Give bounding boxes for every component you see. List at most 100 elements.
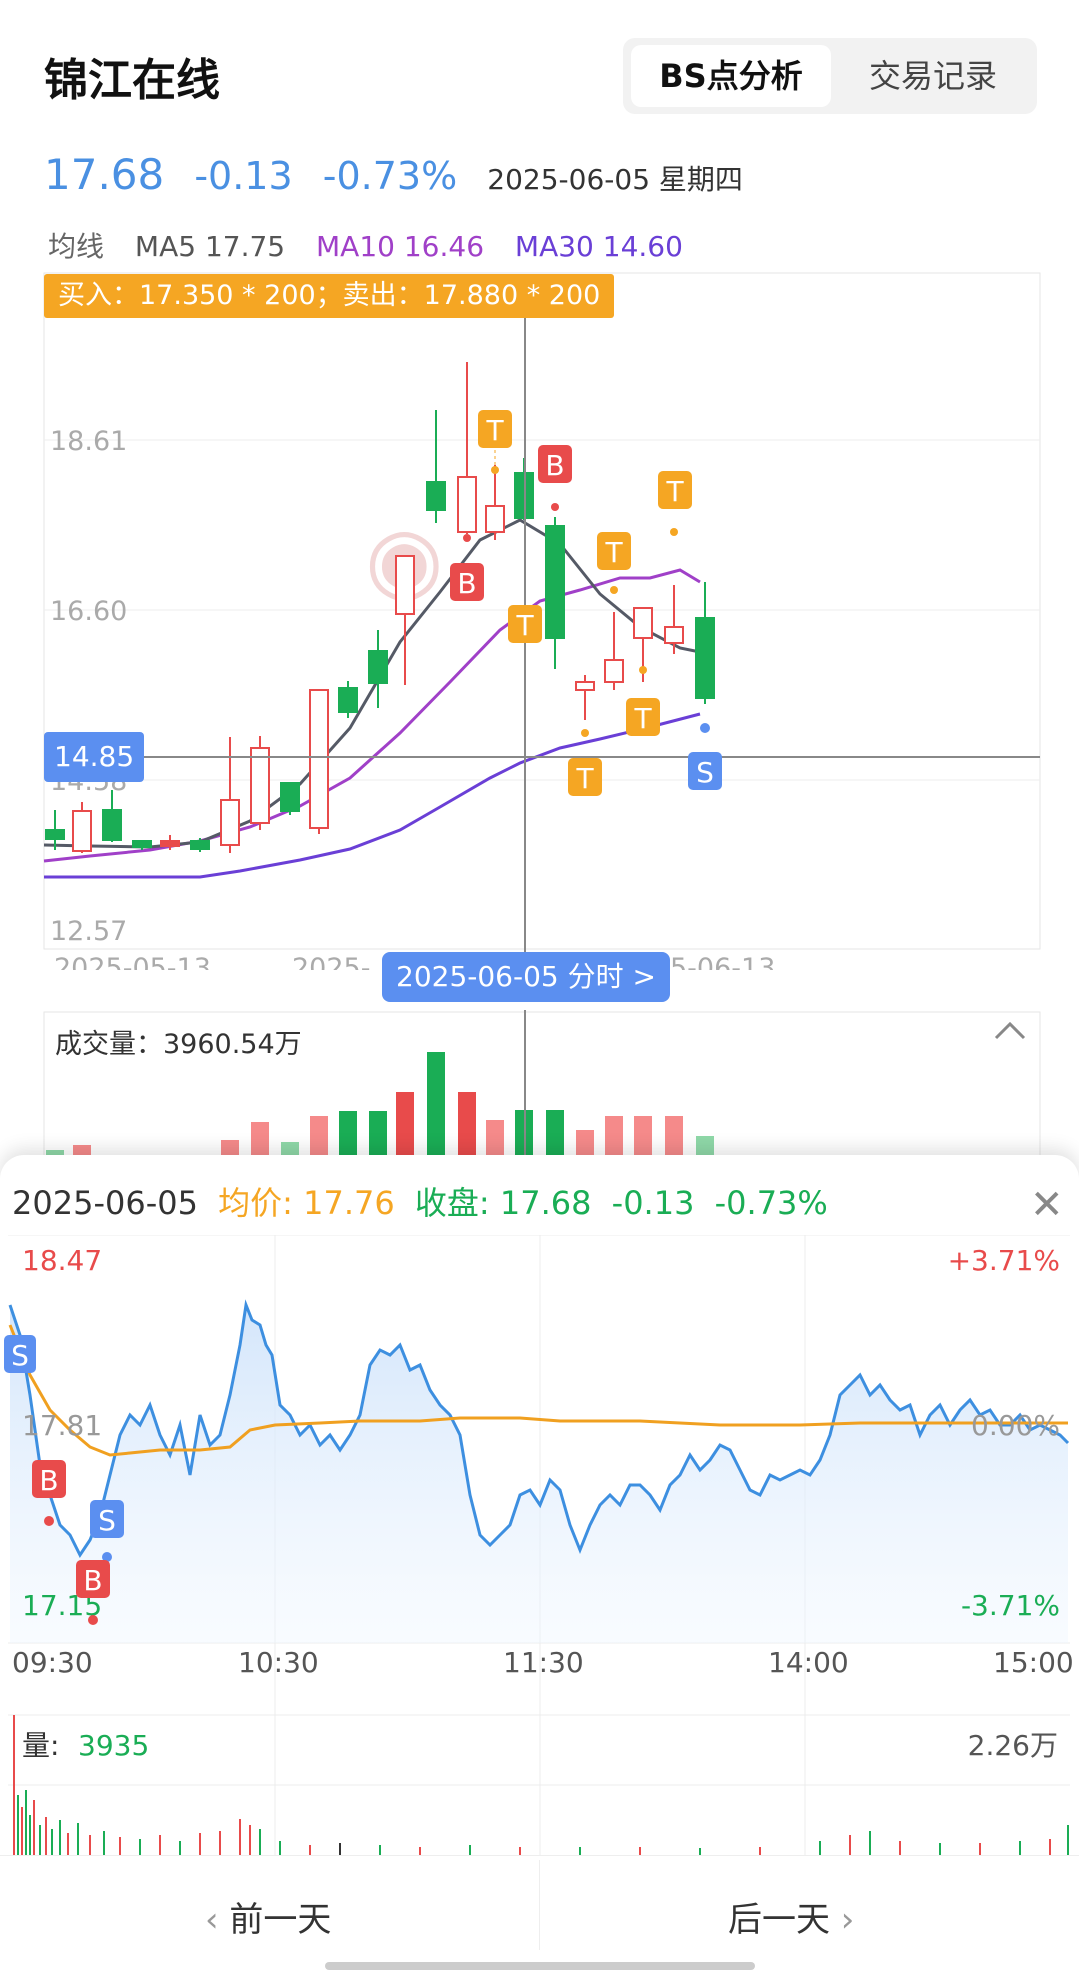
candle [45, 810, 65, 850]
x-tick-0930: 09:30 [12, 1646, 93, 1679]
y-tick-2: 16.60 [50, 596, 127, 627]
marker-label: T [604, 536, 623, 569]
avg-price-value: 17.76 [303, 1184, 395, 1222]
price-line [8, 1299, 1070, 1558]
volume-bar [605, 1116, 623, 1160]
ma-legend: 均线 MA5 17.75 MA10 16.46 MA30 14.60 [48, 225, 705, 265]
marker-t: T [478, 410, 512, 474]
volume-bars [46, 1052, 714, 1160]
page-title: 锦江在线 [44, 55, 220, 106]
marker-t: T [568, 729, 602, 796]
intraday-header: 2025-06-05 均价: 17.76 收盘: 17.68 -0.13 -0.… [12, 1178, 838, 1224]
intraday-y-axis: 18.47 17.81 17.15 +3.71% 0.00% -3.71% [22, 1244, 1060, 1622]
marker-b: B [538, 445, 572, 511]
x-tick-1130: 11:30 [503, 1646, 584, 1679]
nav-divider [0, 1855, 1079, 1856]
volume-bar [396, 1092, 414, 1160]
y-left-1: 18.47 [22, 1244, 102, 1277]
candle [395, 555, 415, 685]
volume-bar [427, 1052, 445, 1160]
volume-chart [43, 1010, 1041, 1160]
intraday-vol-max: 2.26万 [968, 1729, 1058, 1762]
avg-price-line [8, 1324, 1068, 1457]
price-area [10, 1305, 1068, 1643]
marker-label: T [633, 702, 652, 735]
ma-label: 均线 [48, 230, 105, 263]
candle [220, 737, 240, 853]
marker-label: B [457, 567, 476, 600]
chevron-up-icon[interactable] [994, 1021, 1026, 1040]
current-price: 17.68 [44, 150, 165, 199]
marker-label: B [39, 1464, 58, 1497]
x-tick-1030: 10:30 [238, 1646, 319, 1679]
price-change: -0.13 [194, 154, 293, 198]
candle [695, 582, 715, 704]
y-tick-4: 12.57 [50, 916, 127, 947]
ma10-value: MA10 16.46 [316, 230, 485, 263]
close-price-label: 收盘: [414, 1184, 490, 1222]
bs-markers: T B B T T T T T S [450, 410, 722, 796]
x-tick-1: 2025-05-13 [54, 953, 211, 970]
intraday-vol-label: 量: [22, 1729, 59, 1762]
intraday-vol-value: 3935 [78, 1729, 149, 1762]
crosshair-date-button[interactable]: 2025-06-05 分时 > [382, 952, 670, 1002]
intraday-chart[interactable]: 18.47 17.81 17.15 +3.71% 0.00% -3.71% 09… [0, 1235, 1079, 1855]
marker-b: B [32, 1460, 66, 1526]
next-day-button[interactable]: 后一天 › [728, 1892, 854, 1941]
marker-t: T [626, 666, 660, 736]
marker-label: T [485, 414, 504, 447]
candle [250, 736, 270, 830]
chevron-left-icon: ‹ [205, 1900, 230, 1940]
price-change-pct: -0.73% [322, 154, 458, 198]
ma5-value: MA5 17.75 [134, 230, 286, 263]
close-icon[interactable]: ✕ [1030, 1182, 1064, 1228]
candle [426, 410, 446, 523]
marker-label: T [665, 475, 684, 508]
volume-frame [43, 1011, 1041, 1160]
y-left-2: 17.81 [22, 1409, 102, 1442]
marker-b: B [450, 534, 484, 601]
marker-t: T [658, 471, 692, 536]
volume-bar [339, 1111, 357, 1160]
candle [280, 782, 300, 815]
volume-bar [576, 1130, 594, 1160]
prev-day-button[interactable]: ‹ 前一天 [205, 1892, 331, 1941]
avg-price-label: 均价: [218, 1184, 293, 1222]
candle [457, 362, 477, 534]
kline-frame [43, 272, 1041, 950]
volume-bar [634, 1116, 652, 1160]
intraday-volume-labels: 量: 3935 2.26万 [22, 1729, 1058, 1762]
candles [45, 362, 715, 853]
ma30-line [44, 712, 701, 879]
marker-t: T [597, 532, 631, 594]
candle [72, 802, 92, 853]
candle [160, 835, 180, 850]
intraday-change-pct: -0.73% [714, 1184, 828, 1222]
volume-bar [696, 1136, 714, 1160]
intraday-x-axis: 09:30 10:30 11:30 14:00 15:00 [12, 1646, 1074, 1679]
marker-label: S [98, 1504, 116, 1537]
prev-day-label: 前一天 [229, 1900, 332, 1940]
quote-date: 2025-06-05 星期四 [487, 163, 743, 196]
x-tick-3: 5-06-13 [670, 953, 775, 970]
volume-title: 成交量： [55, 1029, 163, 1060]
next-day-label: 后一天 [728, 1900, 830, 1940]
kline-x-axis: 2025-05-13 2025- 5-06-13 [54, 953, 775, 970]
kline-chart[interactable]: 18.61 16.60 14.58 12.57 2025-05-13 2025-… [0, 270, 1079, 970]
candle [664, 585, 684, 654]
tab-trade-records[interactable]: 交易记录 [868, 57, 997, 95]
x-tick-1400: 14:00 [768, 1646, 849, 1679]
candle [545, 517, 565, 669]
y-right-1: +3.71% [948, 1244, 1060, 1277]
marker-label: T [575, 762, 594, 795]
volume-label: 成交量：3960.54万 [55, 1022, 302, 1061]
intraday-change: -0.13 [611, 1184, 695, 1222]
candle [485, 465, 505, 540]
candle [604, 612, 624, 690]
marker-label: T [515, 609, 534, 642]
tab-bs-analysis[interactable]: BS点分析 [631, 45, 831, 107]
volume-bar [486, 1120, 504, 1160]
volume-value: 3960.54万 [163, 1029, 302, 1060]
view-segmented-control: BS点分析 交易记录 [623, 38, 1037, 114]
marker-t: T [508, 605, 542, 643]
